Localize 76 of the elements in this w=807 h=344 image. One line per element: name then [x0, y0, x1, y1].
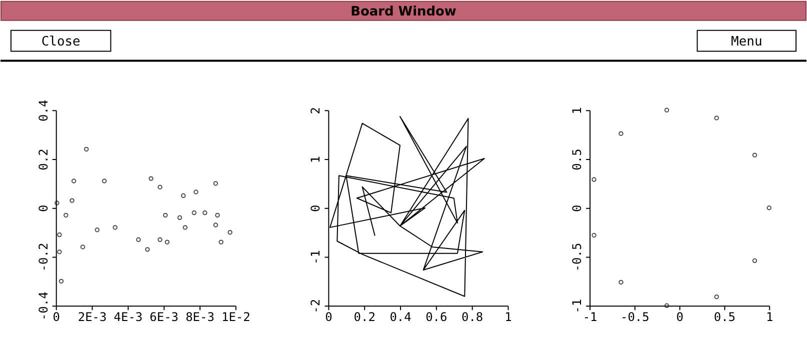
y-tick-label: 2 [308, 107, 323, 114]
x-tick-label: -0.5 [620, 310, 650, 324]
point [182, 225, 188, 230]
y-tick-label: 0.2 [36, 148, 50, 170]
point [136, 237, 141, 242]
x-tick-label: -1 [582, 310, 598, 324]
point [714, 294, 719, 300]
point [71, 178, 76, 184]
y-tick-label: 0 [570, 204, 584, 212]
x-tick-label: 4E-3 [114, 310, 143, 324]
y-tick-label: -2 [308, 298, 323, 314]
x-tick-label: 0 [52, 310, 60, 324]
point [618, 280, 624, 285]
point [752, 152, 758, 158]
point [177, 215, 182, 220]
point [80, 244, 86, 250]
x-tick-label: 1E-2 [222, 310, 250, 324]
y-tick-label: -0.2 [36, 242, 50, 272]
x-tick-label: 0.4 [390, 310, 412, 324]
point [145, 247, 150, 252]
point [112, 225, 118, 230]
x-tick-label: 0.6 [426, 310, 448, 324]
x-tick-label: 0.5 [714, 310, 736, 324]
y-tick-label: 0 [308, 204, 323, 212]
point [163, 212, 168, 218]
x-tick-label: 1 [766, 310, 774, 324]
point [213, 222, 218, 228]
point [158, 184, 162, 190]
point [64, 212, 68, 218]
text: Menu [731, 34, 762, 50]
point [194, 190, 198, 194]
x-tick-label: 0.2 [354, 310, 376, 324]
point [618, 131, 624, 136]
point [102, 178, 107, 184]
point [180, 193, 186, 198]
point [70, 198, 74, 203]
point [228, 230, 232, 235]
point [54, 200, 60, 206]
point [215, 212, 220, 218]
y-tick-label: 0 [36, 204, 50, 212]
point [57, 250, 62, 254]
x-tick-label: 8E-3 [186, 310, 214, 324]
text: Board Window [350, 4, 456, 20]
point [57, 232, 62, 238]
x-tick-label: 0 [676, 310, 684, 324]
point [664, 303, 670, 308]
point [213, 181, 218, 186]
y-tick-label: 0.5 [570, 148, 584, 170]
x-tick-label: 1 [504, 310, 512, 324]
point [202, 210, 208, 216]
y-tick-label: 0.4 [36, 100, 50, 122]
point [766, 206, 772, 210]
point [58, 278, 64, 284]
point [592, 177, 596, 182]
point [218, 240, 224, 244]
point [592, 232, 596, 238]
point [664, 108, 670, 112]
x-tick-label: 0 [325, 310, 332, 324]
x-tick-label: 0.8 [462, 310, 484, 324]
y-tick-label: 1 [570, 107, 584, 114]
point [158, 237, 162, 242]
x-tick-label: 2E-3 [78, 310, 107, 324]
point [164, 240, 170, 244]
point [94, 228, 100, 232]
y-tick-label: -0.5 [570, 242, 584, 272]
y-tick-label: -1 [308, 250, 323, 264]
y-tick-label: -0.4 [36, 292, 50, 321]
point [714, 116, 719, 120]
point [192, 210, 196, 216]
y-tick-label: 1 [308, 156, 323, 164]
text: Close [41, 34, 81, 50]
point [752, 258, 758, 264]
y-tick-label: -1 [570, 298, 584, 314]
point [148, 176, 154, 181]
point [84, 146, 89, 152]
x-tick-label: 6E-3 [150, 310, 179, 324]
